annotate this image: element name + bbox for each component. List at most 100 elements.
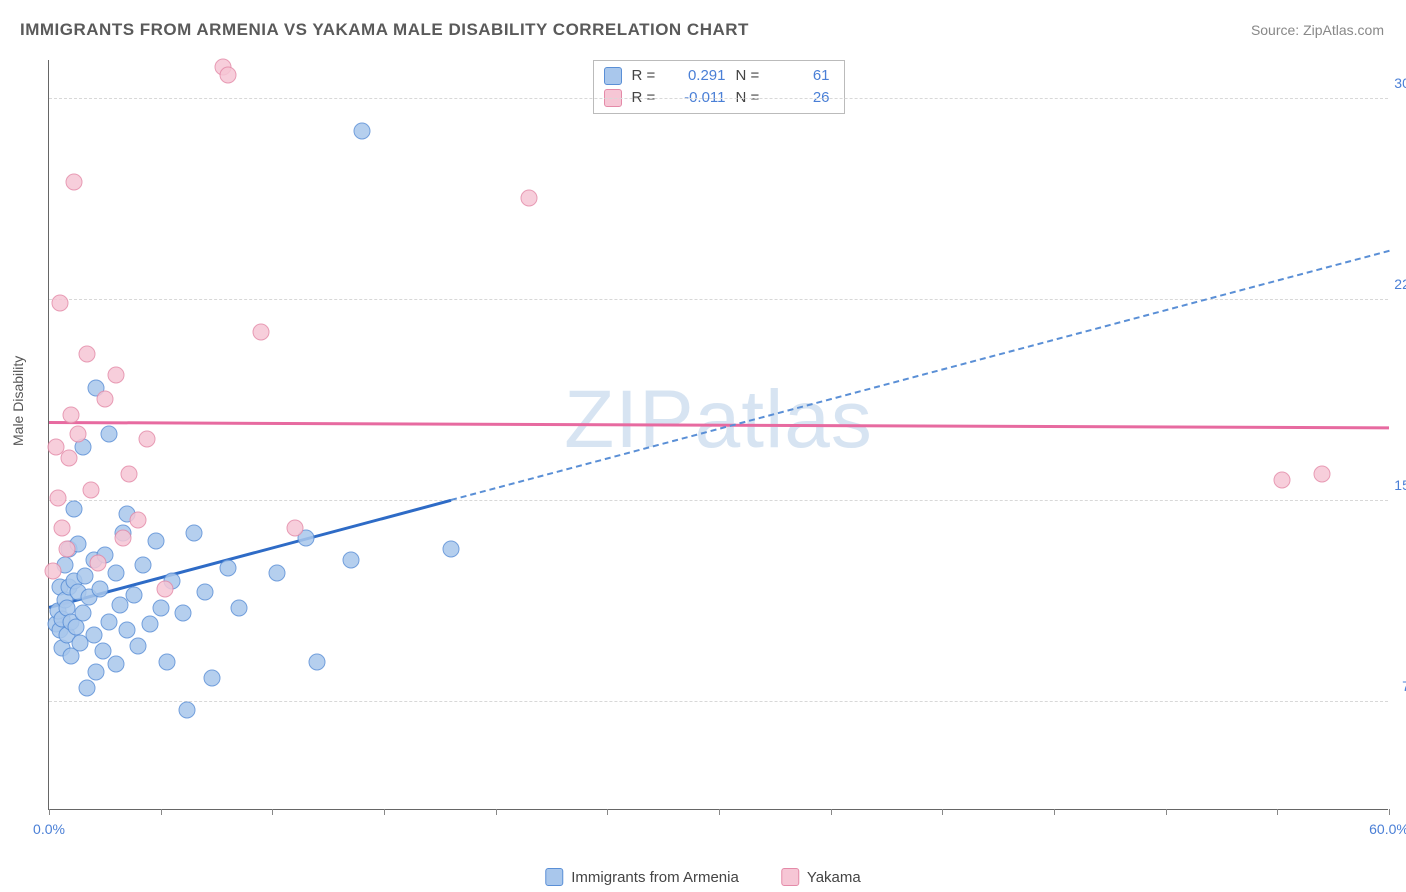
data-point (1314, 466, 1331, 483)
legend-label-series-1: Immigrants from Armenia (571, 869, 739, 886)
data-point (253, 324, 270, 341)
data-point (521, 190, 538, 207)
data-point (125, 586, 142, 603)
data-point (101, 613, 118, 630)
x-tick (384, 809, 385, 815)
data-point (65, 174, 82, 191)
data-point (1273, 471, 1290, 488)
data-point (76, 567, 93, 584)
data-point (94, 642, 111, 659)
source-attribution: Source: ZipAtlas.com (1251, 22, 1384, 38)
x-tick (607, 809, 608, 815)
data-point (159, 653, 176, 670)
legend-label-series-2: Yakama (807, 869, 861, 886)
data-point (157, 581, 174, 598)
trendline-extrapolated (451, 250, 1389, 501)
data-point (61, 450, 78, 467)
data-point (108, 565, 125, 582)
y-tick-label: 30.0% (1394, 75, 1406, 91)
data-point (130, 637, 147, 654)
data-point (78, 345, 95, 362)
legend-swatch-series-1 (545, 868, 563, 886)
x-tick (942, 809, 943, 815)
data-point (78, 680, 95, 697)
gridline-h (49, 299, 1388, 300)
data-point (83, 482, 100, 499)
data-point (96, 391, 113, 408)
x-tick (1389, 809, 1390, 815)
legend-item-series-1: Immigrants from Armenia (545, 868, 739, 886)
data-point (219, 559, 236, 576)
data-point (58, 541, 75, 558)
data-point (121, 466, 138, 483)
data-point (353, 123, 370, 140)
data-point (49, 490, 66, 507)
data-point (179, 701, 196, 718)
watermark-thin: atlas (695, 374, 873, 465)
gridline-h (49, 701, 1388, 702)
data-point (141, 616, 158, 633)
data-point (443, 541, 460, 558)
data-point (63, 407, 80, 424)
source-label: Source: (1251, 22, 1303, 38)
legend-swatch-series-2 (781, 868, 799, 886)
data-point (70, 426, 87, 443)
chart-title: IMMIGRANTS FROM ARMENIA VS YAKAMA MALE D… (20, 20, 749, 40)
data-point (108, 367, 125, 384)
data-point (74, 605, 91, 622)
data-point (309, 653, 326, 670)
data-point (204, 669, 221, 686)
data-point (197, 584, 214, 601)
plot-area: ZIPatlas R = 0.291 N = 61 R = -0.011 N =… (48, 60, 1388, 810)
legend-row-series-1: R = 0.291 N = 61 (604, 65, 830, 87)
y-tick-label: 22.5% (1394, 276, 1406, 292)
data-point (139, 431, 156, 448)
data-point (119, 621, 136, 638)
data-point (219, 67, 236, 84)
data-point (230, 600, 247, 617)
legend-correlation-box: R = 0.291 N = 61 R = -0.011 N = 26 (593, 60, 845, 114)
x-tick (49, 809, 50, 815)
data-point (87, 664, 104, 681)
x-tick-label: 0.0% (33, 821, 65, 837)
data-point (45, 562, 62, 579)
data-point (175, 605, 192, 622)
x-tick (161, 809, 162, 815)
x-tick (496, 809, 497, 815)
legend-series-names: Immigrants from Armenia Yakama (545, 868, 860, 886)
gridline-h (49, 500, 1388, 501)
x-tick (272, 809, 273, 815)
data-point (134, 557, 151, 574)
legend-r-label: R = (632, 65, 660, 87)
y-tick-label: 7.5% (1402, 678, 1406, 694)
data-point (114, 530, 131, 547)
gridline-h (49, 98, 1388, 99)
data-point (101, 426, 118, 443)
chart-container: IMMIGRANTS FROM ARMENIA VS YAKAMA MALE D… (0, 0, 1406, 892)
data-point (85, 626, 102, 643)
data-point (92, 581, 109, 598)
y-tick-label: 15.0% (1394, 477, 1406, 493)
data-point (148, 533, 165, 550)
legend-n-value-1: 61 (774, 65, 830, 87)
data-point (65, 501, 82, 518)
x-tick-label: 60.0% (1369, 821, 1406, 837)
y-axis-title: Male Disability (10, 356, 26, 446)
data-point (108, 656, 125, 673)
x-tick (719, 809, 720, 815)
data-point (152, 600, 169, 617)
data-point (90, 554, 107, 571)
legend-swatch-series-1 (604, 67, 622, 85)
data-point (268, 565, 285, 582)
data-point (286, 519, 303, 536)
data-point (52, 294, 69, 311)
data-point (54, 519, 71, 536)
x-tick (831, 809, 832, 815)
data-point (342, 551, 359, 568)
legend-r-value-1: 0.291 (670, 65, 726, 87)
x-tick (1054, 809, 1055, 815)
data-point (186, 525, 203, 542)
source-name: ZipAtlas.com (1303, 22, 1384, 38)
x-tick (1277, 809, 1278, 815)
legend-item-series-2: Yakama (781, 868, 861, 886)
